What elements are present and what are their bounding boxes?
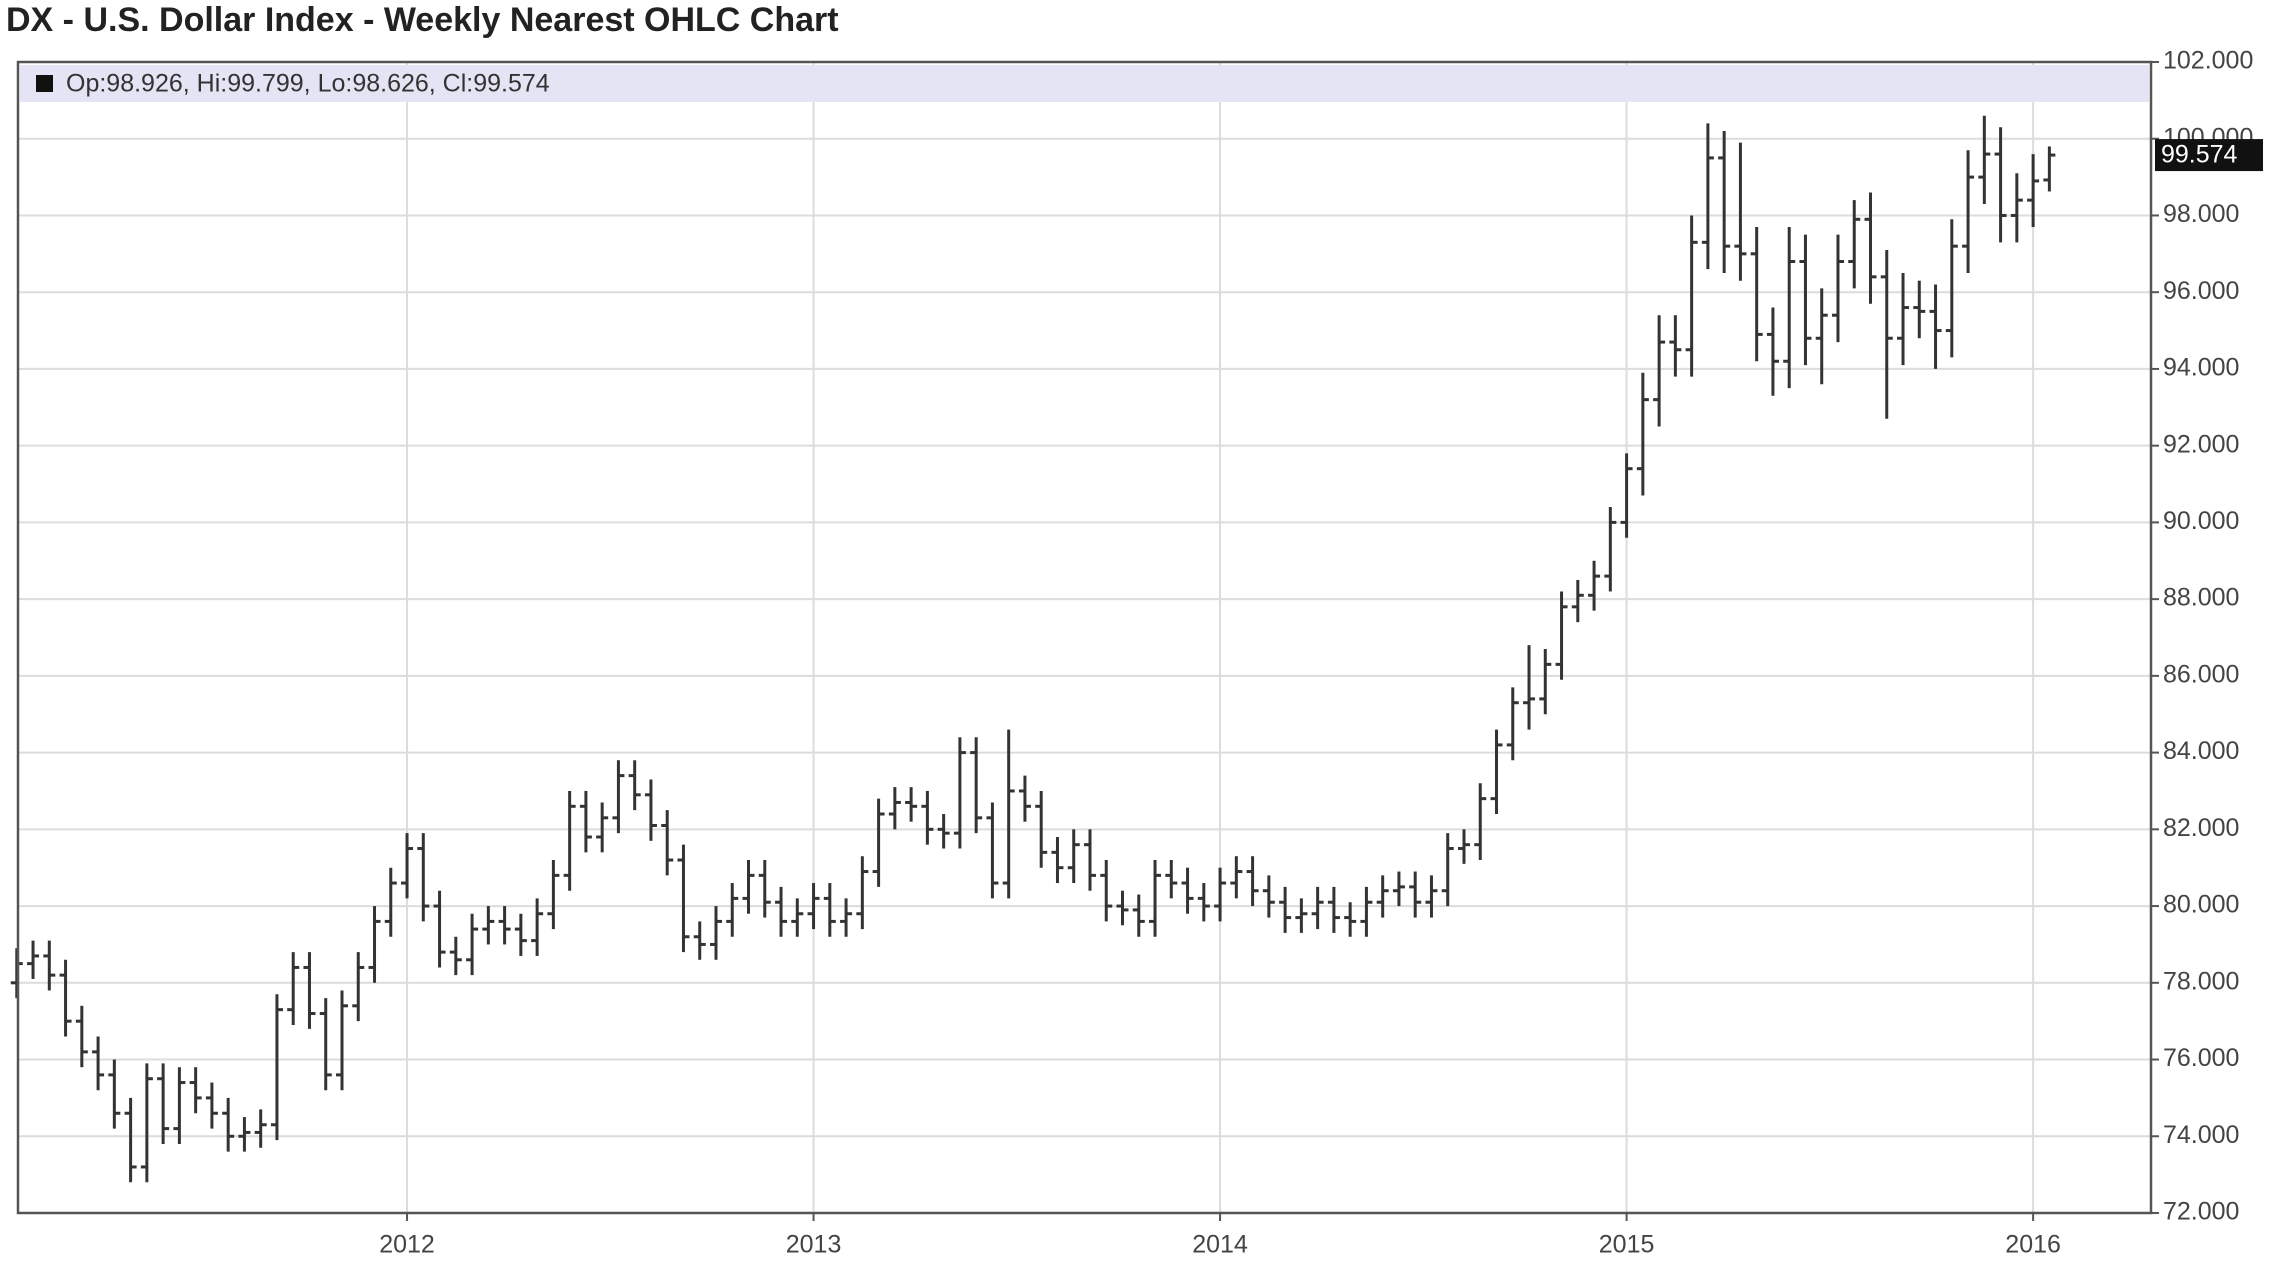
axes: 72.000 74.000 76.000 78.000 80.000 82.000 84.0… [379,47,2263,1259]
y-tick-label: 82.000 [2163,814,2239,842]
y-tick-label: 90.000 [2163,507,2239,535]
y-tick-label: 92.000 [2163,430,2239,458]
legend-swatch [36,75,53,92]
x-tick-label: 2014 [1192,1231,1248,1259]
x-tick-label: 2016 [2005,1231,2061,1259]
y-tick-label: 84.000 [2163,737,2239,765]
y-tick-label: 88.000 [2163,584,2239,612]
y-tick-label: 96.000 [2163,277,2239,305]
last-price-box [2155,139,2263,172]
x-tick-label: 2013 [786,1231,842,1259]
legend-band [20,65,2149,102]
y-tick-label: 98.000 [2163,200,2239,228]
plot-area [18,62,2151,1213]
y-tick-label: 72.000 [2163,1198,2239,1226]
y-tick-label: 102.000 [2163,47,2253,75]
chart-title: DX - U.S. Dollar Index - Weekly Nearest … [6,1,839,39]
x-tick-label: 2015 [1599,1231,1655,1259]
grid [18,61,2151,1214]
y-tick-label: 78.000 [2163,967,2239,995]
y-tick-label: 86.000 [2163,660,2239,688]
legend-text: Op:98.926, Hi:99.799, Lo:98.626, Cl:99.5… [66,70,550,98]
last-price-label: 99.574 [2161,141,2238,169]
y-tick-label: 94.000 [2163,354,2239,382]
y-tick-label: 74.000 [2163,1121,2239,1149]
bars [10,115,2056,1183]
y-tick-label: 80.000 [2163,891,2239,919]
y-tick-label: 76.000 [2163,1044,2239,1072]
plot-border [16,60,2153,1215]
x-tick-label: 2012 [379,1231,435,1259]
